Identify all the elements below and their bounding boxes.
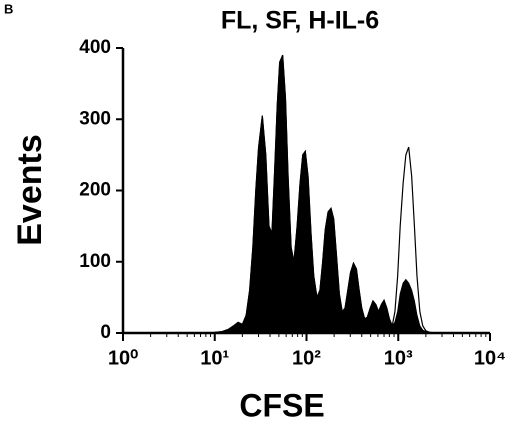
y-tick-label: 100 — [79, 251, 111, 272]
x-tick-label: 10⁴ — [474, 347, 506, 369]
x-tick-label: 10¹ — [200, 347, 229, 369]
y-tick-label: 400 — [79, 37, 111, 58]
y-tick-label: 0 — [100, 322, 111, 343]
x-tick-label: 10² — [292, 347, 321, 369]
panel-label: B — [4, 1, 13, 16]
y-axis-label: Events — [11, 134, 49, 246]
x-tick-label: 10³ — [384, 347, 413, 369]
x-tick-label: 10⁰ — [108, 347, 138, 369]
x-axis-label: CFSE — [239, 387, 324, 423]
chart-title: FL, SF, H-IL-6 — [221, 7, 379, 35]
histogram-outline — [214, 54, 490, 334]
y-tick-label: 200 — [79, 180, 111, 201]
y-tick-label: 300 — [79, 108, 111, 129]
area-fill — [214, 55, 490, 333]
